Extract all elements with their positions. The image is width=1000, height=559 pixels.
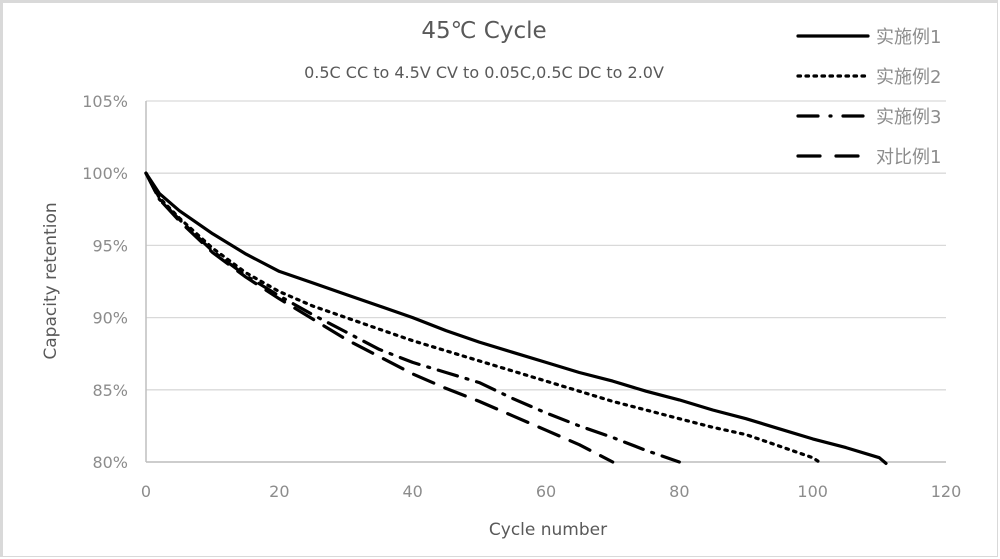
- legend-label-3: 实施例3: [876, 107, 941, 128]
- legend: 实施例1 实施例2 实施例3 对比例1: [796, 27, 941, 168]
- y-tick-label: 100%: [82, 164, 128, 183]
- legend-label-2: 实施例2: [876, 67, 941, 88]
- chart-title: 45℃ Cycle: [421, 18, 546, 44]
- x-axis-label: Cycle number: [489, 520, 607, 540]
- y-axis-label: Capacity retention: [41, 202, 61, 359]
- x-tick-label: 40: [402, 482, 422, 501]
- legend-label-1: 实施例1: [876, 27, 941, 48]
- y-tick-label: 80%: [92, 453, 128, 472]
- series-line-4: [144, 171, 615, 464]
- y-tick-label: 95%: [92, 236, 128, 255]
- series-lines: [144, 171, 888, 465]
- x-tick-label: 20: [269, 482, 289, 501]
- x-tick-label: 120: [931, 482, 962, 501]
- legend-label-4: 对比例1: [876, 147, 941, 168]
- y-tick-label: 85%: [92, 381, 128, 400]
- x-tick-label: 0: [141, 482, 151, 501]
- axes: [145, 101, 946, 463]
- x-tick-label: 100: [797, 482, 828, 501]
- x-tick-label: 80: [669, 482, 689, 501]
- series-line-2: [144, 171, 821, 464]
- series-line-1: [144, 171, 888, 465]
- y-tick-label: 105%: [82, 92, 128, 111]
- chart-subtitle: 0.5C CC to 4.5V CV to 0.05C,0.5C DC to 2…: [304, 63, 664, 82]
- gridlines: [146, 100, 946, 463]
- y-tick-labels: 80% 85% 90% 95% 100% 105%: [82, 92, 128, 472]
- series-line-3: [144, 171, 681, 464]
- y-tick-label: 90%: [92, 309, 128, 328]
- x-tick-labels: 0 20 40 60 80 100 120: [141, 482, 961, 501]
- x-tick-label: 60: [536, 482, 556, 501]
